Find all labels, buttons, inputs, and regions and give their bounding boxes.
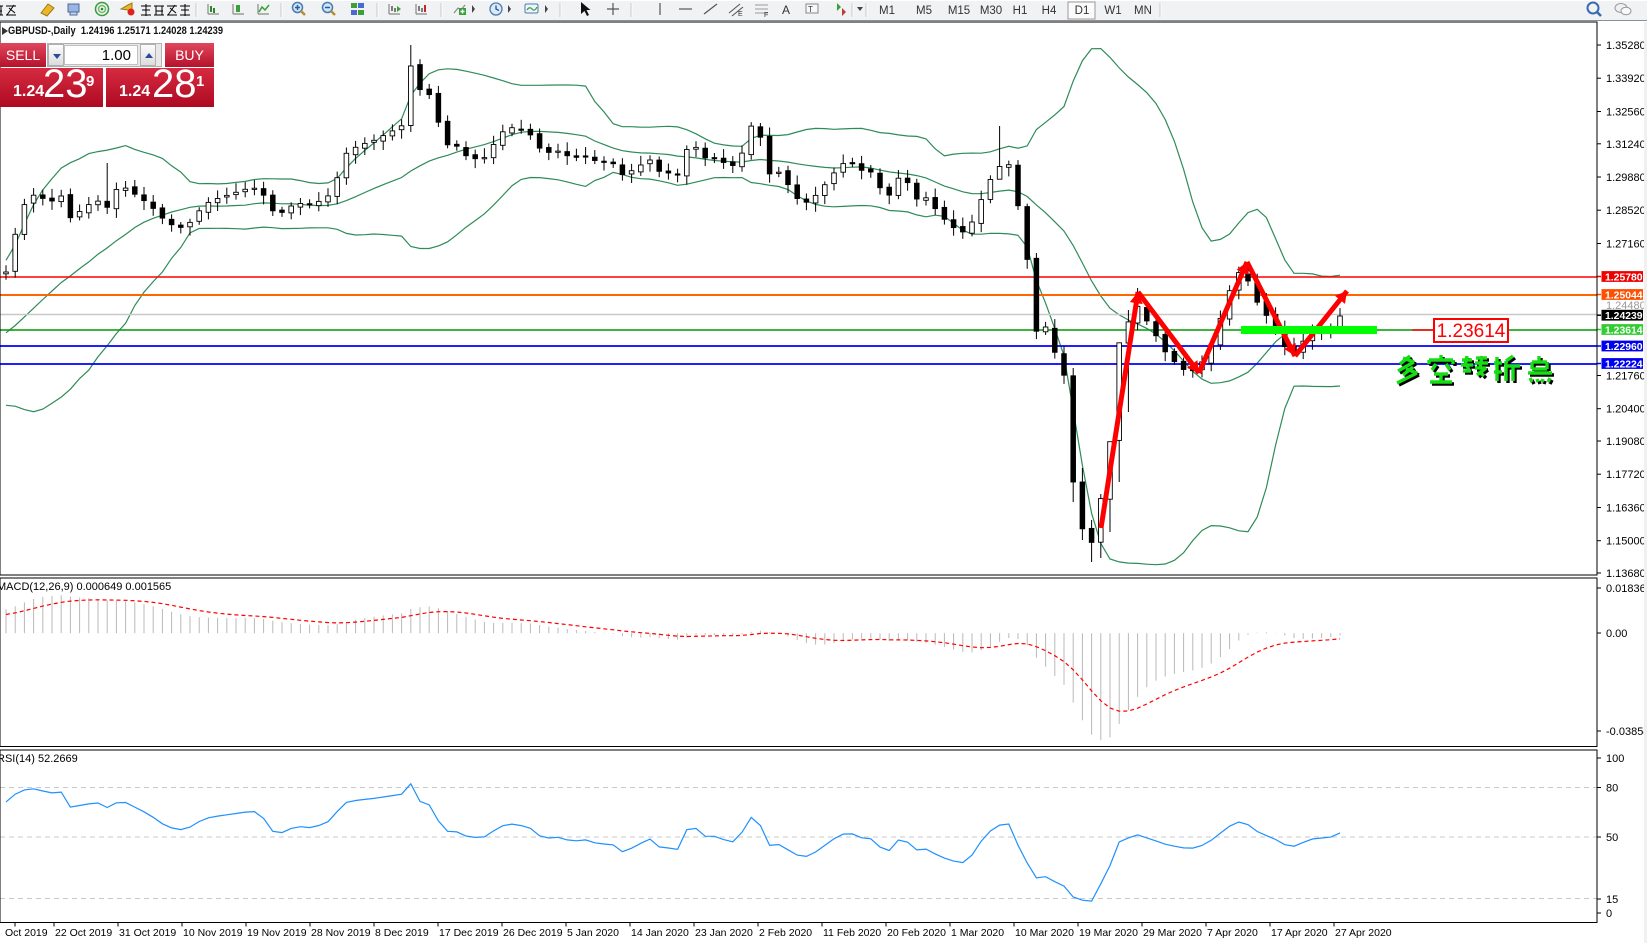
svg-text:1.22960: 1.22960 bbox=[1605, 342, 1643, 353]
svg-text:1.20400: 1.20400 bbox=[1606, 404, 1646, 416]
svg-text:1.21760: 1.21760 bbox=[1606, 371, 1646, 383]
svg-text:Oct 2019: Oct 2019 bbox=[5, 927, 48, 939]
svg-text:29 Mar 2020: 29 Mar 2020 bbox=[1143, 927, 1202, 939]
svg-text:E: E bbox=[738, 11, 743, 18]
svg-text:22 Oct 2019: 22 Oct 2019 bbox=[55, 927, 112, 939]
svg-text:1.17720: 1.17720 bbox=[1606, 469, 1646, 481]
svg-text:1.25780: 1.25780 bbox=[1605, 272, 1643, 283]
svg-text:1.23614: 1.23614 bbox=[1605, 325, 1643, 336]
svg-text:20 Feb 2020: 20 Feb 2020 bbox=[887, 927, 946, 939]
svg-text:1 Mar 2020: 1 Mar 2020 bbox=[951, 927, 1004, 939]
svg-text:F: F bbox=[764, 12, 768, 19]
svg-text:1.24480: 1.24480 bbox=[1606, 300, 1646, 312]
svg-text:M30: M30 bbox=[980, 5, 1002, 17]
svg-text:M15: M15 bbox=[948, 5, 970, 17]
svg-text:26 Dec 2019: 26 Dec 2019 bbox=[503, 927, 563, 939]
svg-text:M1: M1 bbox=[879, 5, 895, 17]
svg-text:15: 15 bbox=[1606, 894, 1618, 906]
svg-text:1.25044: 1.25044 bbox=[1605, 290, 1643, 301]
svg-text:0.018369: 0.018369 bbox=[1606, 583, 1647, 595]
svg-text:1.15000: 1.15000 bbox=[1606, 536, 1646, 548]
svg-text:MN: MN bbox=[1134, 5, 1152, 17]
svg-text:14 Jan 2020: 14 Jan 2020 bbox=[631, 927, 689, 939]
svg-text:7 Apr 2020: 7 Apr 2020 bbox=[1207, 927, 1258, 939]
svg-text:1.28520: 1.28520 bbox=[1606, 205, 1646, 217]
svg-text:M5: M5 bbox=[916, 5, 932, 17]
svg-text:W1: W1 bbox=[1104, 5, 1121, 17]
svg-text:80: 80 bbox=[1606, 783, 1618, 795]
svg-text:17 Dec 2019: 17 Dec 2019 bbox=[439, 927, 499, 939]
svg-text:1.19080: 1.19080 bbox=[1606, 436, 1646, 448]
svg-text:1.24239: 1.24239 bbox=[1605, 311, 1643, 322]
svg-text:GBPUSD-,Daily 1.24196 1.25171: GBPUSD-,Daily 1.24196 1.25171 1.24028 1.… bbox=[8, 25, 223, 37]
svg-text:1.35280: 1.35280 bbox=[1606, 40, 1646, 52]
svg-text:28 Nov 2019: 28 Nov 2019 bbox=[311, 927, 371, 939]
svg-text:1.22224: 1.22224 bbox=[1605, 359, 1643, 370]
svg-text:10 Mar 2020: 10 Mar 2020 bbox=[1015, 927, 1074, 939]
svg-text:0.00: 0.00 bbox=[1606, 628, 1627, 640]
svg-text:1.13680: 1.13680 bbox=[1606, 568, 1646, 580]
svg-text:-0.038585: -0.038585 bbox=[1606, 726, 1647, 738]
svg-text:1.31240: 1.31240 bbox=[1606, 139, 1646, 151]
svg-text:1.23614: 1.23614 bbox=[1437, 321, 1506, 342]
svg-text:H4: H4 bbox=[1042, 5, 1057, 17]
svg-text:D1: D1 bbox=[1075, 5, 1090, 17]
svg-text:1.33920: 1.33920 bbox=[1606, 73, 1646, 85]
svg-text:0: 0 bbox=[1606, 908, 1612, 920]
svg-text:8 Dec 2019: 8 Dec 2019 bbox=[375, 927, 429, 939]
svg-text:31 Oct 2019: 31 Oct 2019 bbox=[119, 927, 176, 939]
svg-text:10 Nov 2019: 10 Nov 2019 bbox=[183, 927, 243, 939]
svg-text:MACD(12,26,9) 0.000649 0.00156: MACD(12,26,9) 0.000649 0.001565 bbox=[0, 581, 171, 593]
svg-text:1.32560: 1.32560 bbox=[1606, 107, 1646, 119]
svg-text:50: 50 bbox=[1606, 832, 1618, 844]
svg-text:1.16360: 1.16360 bbox=[1606, 503, 1646, 515]
svg-text:27 Apr 2020: 27 Apr 2020 bbox=[1335, 927, 1392, 939]
svg-text:H1: H1 bbox=[1013, 5, 1028, 17]
svg-text:11 Feb 2020: 11 Feb 2020 bbox=[823, 927, 881, 939]
svg-text:5 Jan 2020: 5 Jan 2020 bbox=[567, 927, 619, 939]
svg-text:1.29880: 1.29880 bbox=[1606, 172, 1646, 184]
svg-text:1.27160: 1.27160 bbox=[1606, 239, 1646, 251]
svg-text:17 Apr 2020: 17 Apr 2020 bbox=[1271, 927, 1328, 939]
svg-text:19 Nov 2019: 19 Nov 2019 bbox=[247, 927, 307, 939]
svg-text:T: T bbox=[808, 5, 813, 14]
svg-text:19 Mar 2020: 19 Mar 2020 bbox=[1079, 927, 1138, 939]
svg-text:2 Feb 2020: 2 Feb 2020 bbox=[759, 927, 812, 939]
svg-text:A: A bbox=[782, 3, 790, 17]
svg-text:RSI(14) 52.2669: RSI(14) 52.2669 bbox=[0, 753, 78, 765]
svg-text:100: 100 bbox=[1606, 753, 1624, 765]
svg-text:23 Jan 2020: 23 Jan 2020 bbox=[695, 927, 753, 939]
